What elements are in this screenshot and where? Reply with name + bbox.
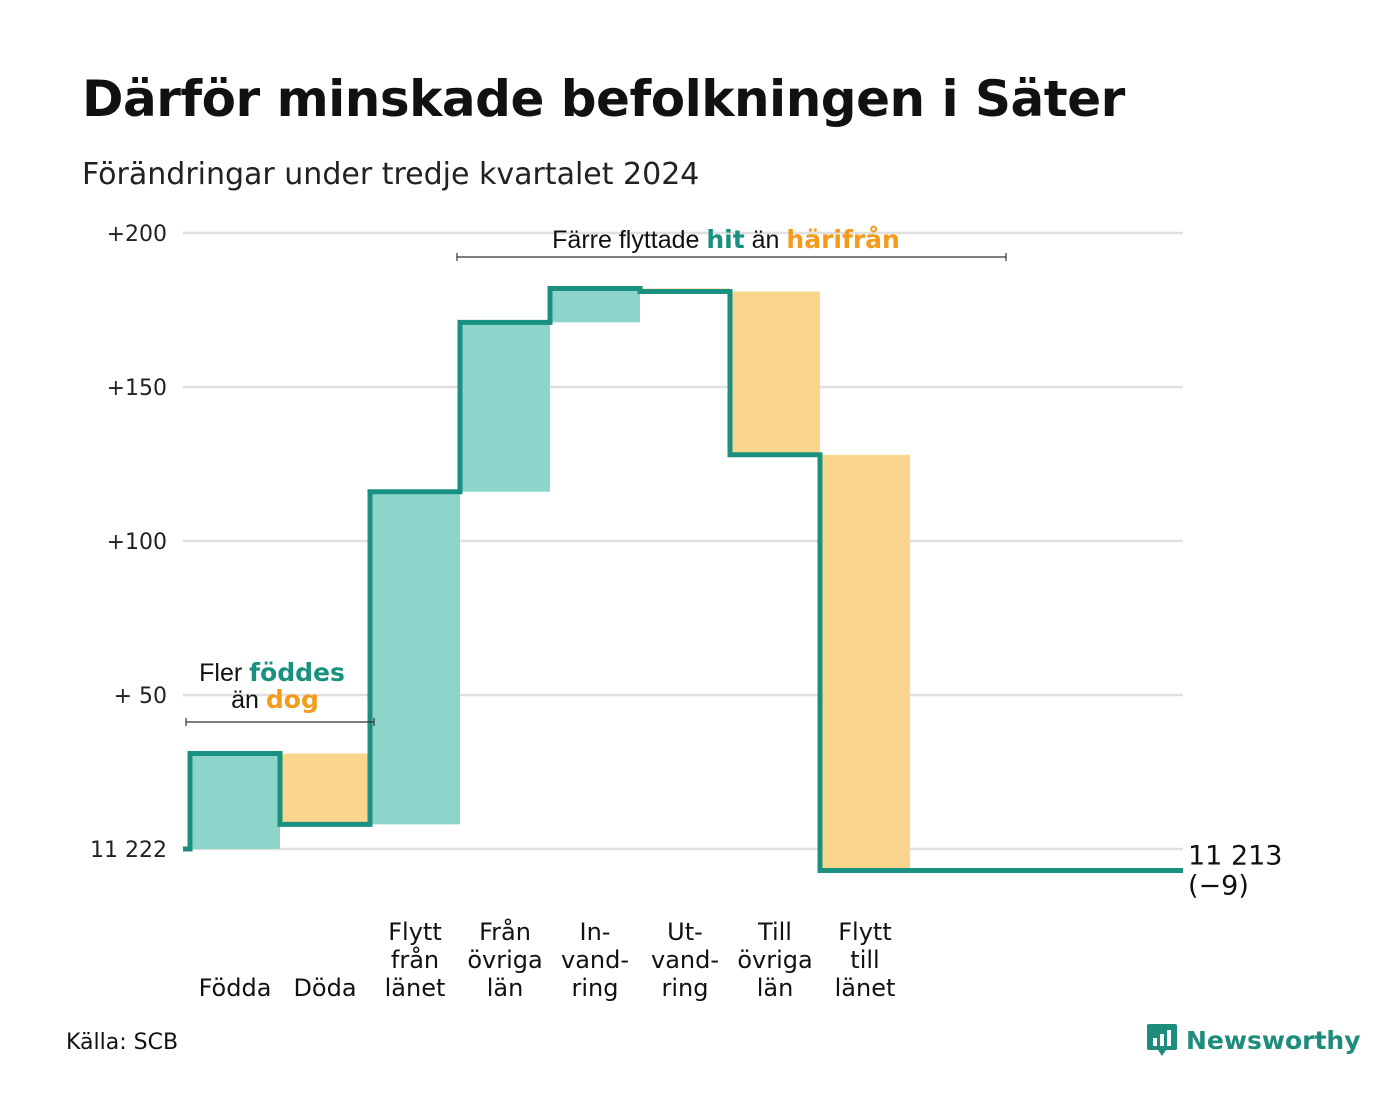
annotation-highlight: föddes: [249, 658, 345, 687]
annotation-text: Fler: [199, 659, 249, 687]
end-change-label: (−9): [1188, 871, 1249, 902]
cumulative-step-line: [183, 285, 1183, 874]
source-note: Källa: SCB: [66, 1030, 179, 1055]
bar-increase: [190, 753, 280, 849]
category-label: Flytt: [388, 918, 442, 946]
chart-subtitle: Förändringar under tredje kvartalet 2024: [82, 157, 700, 192]
bar-increase: [550, 288, 640, 323]
bar-decrease: [280, 753, 370, 825]
category-label: län: [487, 974, 524, 1002]
annotation-moves: Färre flyttade hit än härifrån: [552, 225, 900, 254]
category-label: Till: [757, 918, 792, 946]
category-label: In-: [580, 918, 611, 946]
category-label: övriga: [467, 946, 542, 974]
category-label: till: [850, 946, 879, 974]
category-label: övriga: [737, 946, 812, 974]
y-tick-label: 11 222: [90, 838, 167, 863]
bar-increase: [460, 322, 550, 492]
y-tick-label: +200: [107, 222, 167, 247]
y-tick-label: + 50: [114, 684, 167, 709]
annotation-text: än: [231, 686, 266, 714]
category-label: Från: [479, 917, 531, 946]
chart-title: Därför minskade befolkningen i Säter: [82, 70, 1125, 128]
category-label: Födda: [199, 974, 272, 1002]
annotation-highlight: härifrån: [786, 225, 899, 254]
end-value-label: 11 213: [1188, 841, 1282, 872]
newsworthy-logo-icon: [1147, 1024, 1177, 1056]
logo-text: Newsworthy: [1186, 1025, 1361, 1055]
annotation-highlight: dog: [266, 685, 319, 714]
category-label: Flytt: [838, 918, 892, 946]
category-label: län: [757, 974, 794, 1002]
y-tick-label: +150: [107, 376, 167, 401]
category-label: Ut-: [667, 918, 703, 946]
annotation-highlight: hit: [706, 225, 744, 254]
annotation-text: Färre flyttade: [552, 226, 706, 254]
category-label: vand-: [561, 946, 629, 974]
annotation-births-line2: än dog: [231, 685, 319, 714]
bar-increase: [370, 491, 460, 825]
category-label: från: [391, 945, 439, 974]
bar-decrease: [820, 454, 910, 871]
category-label: ring: [662, 974, 709, 1002]
category-label: ring: [572, 974, 619, 1002]
category-label: vand-: [651, 946, 719, 974]
category-label: Döda: [293, 974, 356, 1002]
newsworthy-logo: Newsworthy: [1146, 1022, 1361, 1058]
category-label: länet: [385, 974, 446, 1002]
bar-decrease: [730, 291, 820, 455]
category-label: länet: [835, 974, 896, 1002]
annotation-births-line1: Fler föddes: [199, 658, 345, 687]
annotation-text: än: [745, 226, 787, 254]
y-tick-label: +100: [107, 530, 167, 555]
